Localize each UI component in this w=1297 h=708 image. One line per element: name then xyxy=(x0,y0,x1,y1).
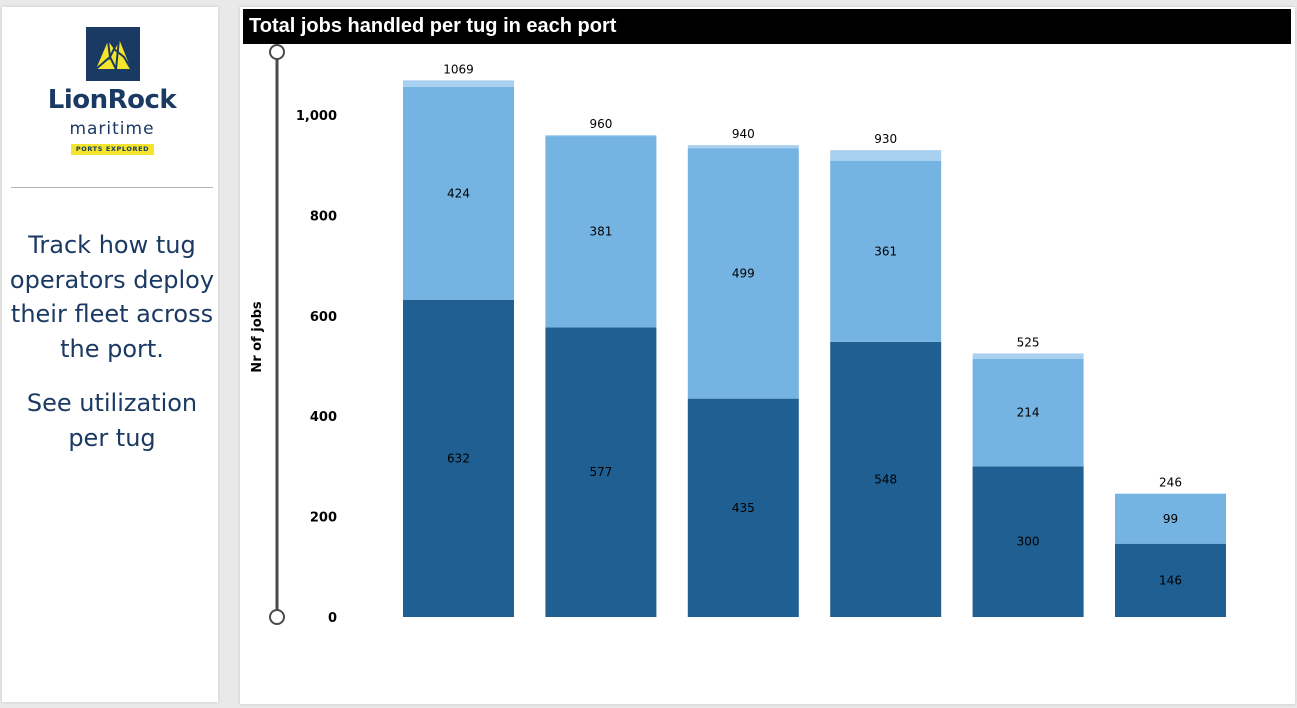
bar-total-label: 940 xyxy=(732,127,755,141)
bar-value-label: 361 xyxy=(874,244,897,258)
bar-segment xyxy=(545,327,657,617)
bar-value-label: 214 xyxy=(1017,406,1040,420)
bar-segment xyxy=(687,148,799,399)
bar-segment xyxy=(403,80,514,87)
bar-value-label: 424 xyxy=(447,186,470,200)
bar-total-label: 525 xyxy=(1017,335,1040,349)
bar-segment xyxy=(972,466,1084,617)
bar-segment xyxy=(830,150,942,161)
chart-title: Total jobs handled per tug in each port xyxy=(243,9,1291,44)
y-tick-label: 1,000 xyxy=(296,109,337,124)
bar-value-label: 577 xyxy=(589,465,612,479)
bar-total-label: 1069 xyxy=(443,62,474,76)
blurb-line: the port. xyxy=(60,334,164,363)
bar-value-label: 499 xyxy=(732,266,755,280)
y-tick-label: 400 xyxy=(310,410,337,425)
y-axis-top-cap xyxy=(269,44,285,60)
y-tick-label: 600 xyxy=(310,310,337,325)
blurb-line: per tug xyxy=(68,423,156,452)
bar-segment xyxy=(972,353,1084,359)
bar-segment xyxy=(545,135,657,137)
bar-segment xyxy=(403,299,514,617)
sidebar-divider xyxy=(11,187,213,188)
bar-value-label: 381 xyxy=(589,225,612,239)
bar-total-label: 246 xyxy=(1159,476,1182,490)
bar-segment xyxy=(1115,543,1226,617)
y-tick-label: 200 xyxy=(310,511,337,526)
bar-value-label: 435 xyxy=(732,501,755,515)
lion-mountain-icon xyxy=(86,27,140,81)
blurb-line: See utilization xyxy=(26,389,198,417)
y-axis-bottom-cap xyxy=(269,609,285,625)
bar-value-label: 300 xyxy=(1017,535,1040,549)
bar-segment xyxy=(830,341,942,617)
y-tick-label: 0 xyxy=(328,611,337,626)
logo-subtitle: maritime xyxy=(69,119,155,139)
lionrock-logo: LionRock maritime PORTS EXPLORED xyxy=(2,7,218,182)
logo-name: LionRock xyxy=(47,85,177,115)
sidebar-blurb-utilization: See utilization per tug xyxy=(2,386,222,455)
bar-segment xyxy=(972,358,1084,467)
sidebar-blurb-deploy: Track how tug operators deploy their fle… xyxy=(2,228,222,366)
bar-value-label: 548 xyxy=(874,472,897,486)
bar-value-label: 632 xyxy=(447,451,470,465)
blurb-line: their fleet across xyxy=(10,300,214,328)
bar-segment xyxy=(1115,493,1226,495)
bar-segment xyxy=(687,145,799,149)
bar-segment xyxy=(687,398,799,617)
bar-segment xyxy=(1115,494,1226,544)
bar-value-label: 146 xyxy=(1159,573,1182,587)
y-tick-label: 800 xyxy=(310,209,337,224)
logo-tagline: PORTS EXPLORED xyxy=(71,144,154,155)
sidebar: LionRock maritime PORTS EXPLORED Track h… xyxy=(2,7,218,702)
bar-total-label: 960 xyxy=(589,117,612,131)
bar-segment xyxy=(545,136,657,328)
y-axis-label: Nr of jobs xyxy=(250,301,265,373)
bar-segment xyxy=(403,86,514,300)
bar-segment xyxy=(830,160,942,342)
bar-total-label: 930 xyxy=(874,132,897,146)
blurb-line: Track how tug xyxy=(28,231,196,259)
blurb-line: operators deploy xyxy=(9,265,215,294)
bar-value-label: 99 xyxy=(1163,512,1178,526)
